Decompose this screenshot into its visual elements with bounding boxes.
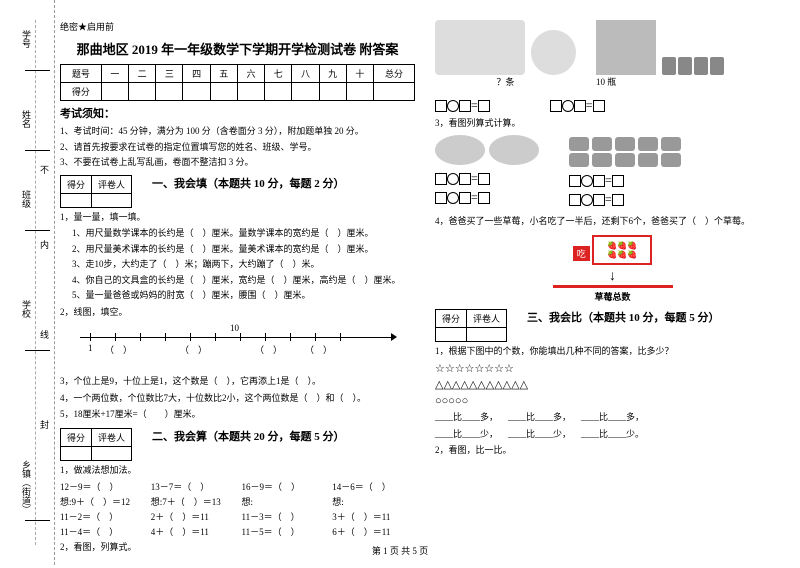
plate-icon [435, 135, 485, 165]
picture-problems: = = = = [435, 135, 790, 211]
th: 二 [129, 65, 156, 83]
section-score-box: 得分评卷人 二、我会算（本题共 20 分，每题 5 分） [60, 428, 415, 461]
page-content: 绝密★启用前 那曲地区 2019 年一年级数学下学期开学检测试卷 附答案 题号 … [0, 0, 800, 568]
th: 七 [265, 65, 292, 83]
sidebar-label-town: 乡镇（街道） [20, 460, 33, 514]
sidebar-underline [25, 230, 50, 231]
score-header-table: 题号 一 二 三 四 五 六 七 八 九 十 总分 得分 [60, 64, 415, 101]
fish-bowl-icon [531, 30, 576, 75]
right-column: ？条 10 瓶 = = 3，看图列算式计算。 = = = = 4 [435, 20, 790, 558]
notice-item: 3、不要在试卷上乱写乱画，卷面不整洁扣 3 分。 [60, 156, 415, 169]
sidebar-marker: 封 [38, 420, 51, 429]
th: 六 [237, 65, 264, 83]
strawberry-diagram: 吃 🍓🍓🍓🍓🍓🍓 ↓ 草莓总数 [435, 231, 790, 303]
sidebar-label-name: 姓名 [20, 110, 33, 128]
fill-row: ____比____多，____比____多，____比____多， [435, 411, 790, 425]
circles-row: ○○○○○ [435, 394, 790, 408]
plate-icon [489, 135, 539, 165]
number-line-diagram: 1 （ ） （ ） 10 （ ） （ ） [60, 327, 415, 367]
grader-label: 评卷人 [92, 175, 132, 193]
bottles-icon [662, 57, 724, 75]
sidebar-marker: 线 [38, 330, 51, 339]
sidebar-label-school: 学校 [20, 300, 33, 318]
arrow-down-icon: ↓ [435, 269, 790, 285]
table-row: 得分 [61, 83, 415, 101]
score-label: 得分 [61, 428, 92, 446]
left-column: 绝密★启用前 那曲地区 2019 年一年级数学下学期开学检测试卷 附答案 题号 … [60, 20, 415, 558]
sidebar-underline [25, 520, 50, 521]
score-label: 得分 [61, 83, 102, 101]
s3-q2: 2，看图，比一比。 [435, 444, 790, 458]
th: 八 [292, 65, 319, 83]
grader-label: 评卷人 [92, 428, 132, 446]
grader-label: 评卷人 [467, 310, 507, 328]
calc-row: 11－4＝（ ）4＋（ ）＝1111－5＝（ ）6＋（ ）＝11 [60, 525, 415, 538]
calc-row: 11－2＝（ ）2＋（ ）＝1111－3＝（ ）3＋（ ）＝11 [60, 510, 415, 523]
section1-title: 一、我会填（本题共 10 分，每题 2 分） [152, 175, 345, 208]
score-label: 得分 [436, 310, 467, 328]
section-score-box: 得分评卷人 三、我会比（本题共 10 分，每题 5 分） [435, 309, 790, 342]
sidebar-marker: 内 [38, 240, 51, 249]
notice-item: 2、请首先按要求在试卷的指定位置填写您的姓名、班级、学号。 [60, 141, 415, 154]
q4: 4，一个两位数，个位数比7大，十位数比2小，这个两位数是（ ）和（ ）。 [60, 392, 415, 406]
th: 一 [101, 65, 128, 83]
total-label: 草莓总数 [435, 290, 790, 303]
eat-label: 吃 [573, 246, 590, 261]
notice-title: 考试须知： [60, 105, 415, 121]
sidebar-underline [25, 70, 50, 71]
q1-sub: 5、量一量爸爸或妈妈的肘宽（ ）厘米，腰围（ ）厘米。 [72, 289, 415, 303]
th: 三 [156, 65, 183, 83]
calc-row: 12－9＝（ ）13－7＝（ ）16－9＝（ ）14－6＝（ ） [60, 480, 415, 493]
r-q4: 4，爸爸买了一些草莓，小名吃了一半后，还剩下6个，爸爸买了（ ）个草莓。 [435, 215, 790, 229]
confidential-mark: 绝密★启用前 [60, 20, 415, 33]
sidebar-cut-note: 不 [38, 165, 51, 174]
r-q3: 3，看图列算式计算。 [435, 117, 790, 131]
section3-title: 三、我会比（本题共 10 分，每题 5 分） [527, 309, 720, 342]
dotted-line [35, 20, 36, 545]
binding-sidebar: 学号 姓名 班级 不 内 学校 线 封 乡镇（街道） [0, 0, 55, 565]
triangles-row: △△△△△△△△△△△ [435, 378, 790, 392]
th: 四 [183, 65, 210, 83]
score-label: 得分 [61, 175, 92, 193]
apple-problem: = = [435, 135, 539, 211]
s2-q1: 1，做减法想加法。 [60, 464, 415, 478]
stars-row: ☆☆☆☆☆☆☆☆ [435, 362, 790, 376]
fill-row: ____比____少，____比____少，____比____少。 [435, 428, 790, 442]
equation-shapes: = = [435, 98, 790, 113]
section-score-box: 得分评卷人 一、我会填（本题共 10 分，每题 2 分） [60, 175, 415, 208]
exam-title: 那曲地区 2019 年一年级数学下学期开学检测试卷 附答案 [60, 39, 415, 58]
q1-sub: 4、你自己的文具盒的长约是（ ）厘米，宽约是（ ）厘米，高约是（ ）厘米。 [72, 274, 415, 288]
q3: 3，个位上是9，十位上是1，这个数是（ ），它再添上1是（ ）。 [60, 375, 415, 389]
sidebar-label-id: 学号 [20, 30, 33, 48]
sidebar-label-class: 班级 [20, 190, 33, 208]
th: 十 [346, 65, 373, 83]
notice-item: 1、考试时间：45 分钟，满分为 100 分（含卷面分 3 分），附加题单独 2… [60, 125, 415, 138]
bottle-group: 10 瓶 [596, 20, 724, 88]
th: 题号 [61, 65, 102, 83]
q1-sub: 2、用尺量美术课本的长约是（ ）厘米。量美术课本的宽约是（ ）厘米。 [72, 243, 415, 257]
fish-label: ？条 [435, 75, 576, 88]
image-row: ？条 10 瓶 [435, 20, 790, 88]
q5: 5，18厘米+17厘米=（ ）厘米。 [60, 408, 415, 422]
section2-title: 二、我会算（本题共 20 分，每题 5 分） [152, 428, 345, 461]
q1: 1，量一量，填一填。 [60, 211, 415, 225]
th: 九 [319, 65, 346, 83]
bottle-label: 10 瓶 [596, 75, 724, 88]
fish-tank-icon [435, 20, 525, 75]
cube-icon [596, 20, 656, 75]
th: 五 [210, 65, 237, 83]
sidebar-underline [25, 150, 50, 151]
calc-row: 想:9＋（ ）＝12想:7＋（ ）＝13想:想: [60, 495, 415, 508]
table-row: 题号 一 二 三 四 五 六 七 八 九 十 总分 [61, 65, 415, 83]
q1-sub: 1、用尺量数学课本的长约是（ ）厘米。量数学课本的宽约是（ ）厘米。 [72, 227, 415, 241]
fish-group: ？条 [435, 20, 576, 88]
s3-q1: 1，根据下图中的个数，你能填出几种不同的答案，比多少？ [435, 345, 790, 359]
th: 总分 [374, 65, 415, 83]
q1-sub: 3、走10步，大约走了（ ）米；蹦两下，大约蹦了（ ）米。 [72, 258, 415, 272]
sidebar-underline [25, 350, 50, 351]
q2: 2，线图，填空。 [60, 306, 415, 320]
strawberry-box-icon: 🍓🍓🍓🍓🍓🍓 [592, 235, 652, 265]
car-problem: = = [569, 135, 681, 211]
page-footer: 第 1 页 共 5 页 [0, 544, 800, 557]
